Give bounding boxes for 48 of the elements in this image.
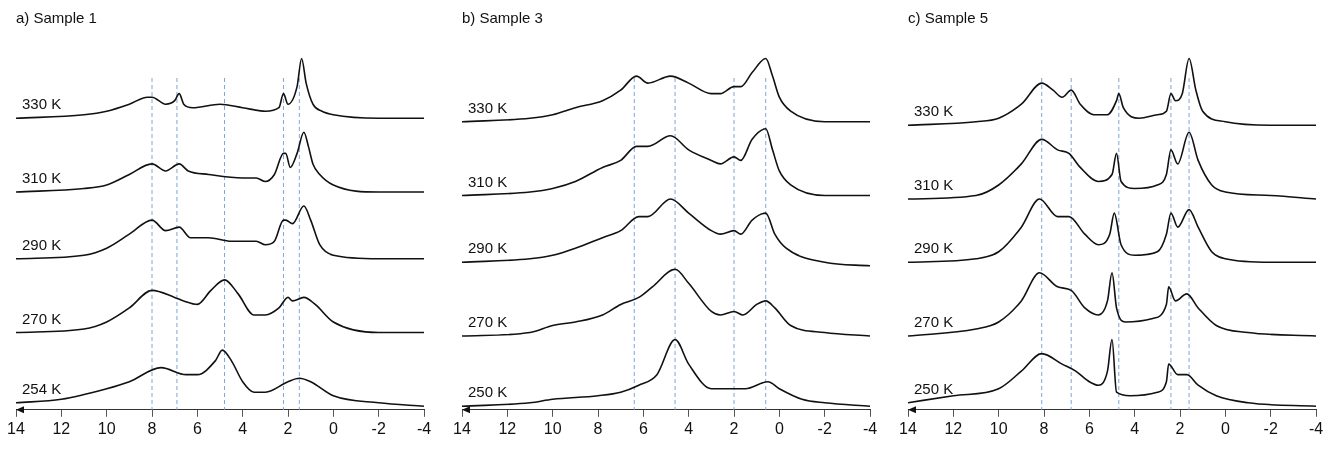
series-label: 254 K — [22, 379, 62, 397]
x-tick-label: -4 — [1308, 419, 1324, 437]
x-tick-label: 0 — [1220, 419, 1230, 437]
series-label: 290 K — [468, 239, 508, 257]
x-tick-label: 6 — [638, 419, 648, 437]
series-label: 330 K — [468, 98, 508, 116]
chart-title: b) Sample 3 — [462, 9, 543, 27]
series-label: 290 K — [22, 235, 62, 253]
x-tick-label: 0 — [774, 419, 784, 437]
series-label: 310 K — [22, 169, 62, 187]
x-tick-label: 14 — [899, 419, 917, 437]
x-tick-label: -4 — [416, 419, 432, 437]
series-label: 290 K — [914, 239, 954, 257]
x-tick-label: 8 — [593, 419, 603, 437]
series-label: 310 K — [468, 172, 508, 190]
x-tick-label: 10 — [989, 419, 1008, 437]
x-tick-label: 14 — [7, 419, 25, 437]
x-tick-label: 8 — [1039, 419, 1049, 437]
chart-title: a) Sample 1 — [16, 9, 97, 27]
x-tick-label: -2 — [817, 419, 832, 437]
x-tick-label: 2 — [729, 419, 739, 437]
series-label: 270 K — [468, 313, 508, 331]
series-label: 270 K — [914, 313, 954, 331]
x-tick-label: 12 — [944, 419, 963, 437]
x-tick-label: 6 — [192, 419, 202, 437]
x-tick-label: -2 — [371, 419, 386, 437]
x-tick-label: 2 — [283, 419, 293, 437]
x-tick-label: 8 — [147, 419, 157, 437]
x-tick-label: 4 — [684, 419, 694, 437]
chart-title: c) Sample 5 — [908, 9, 989, 27]
x-tick-label: 10 — [97, 419, 116, 437]
series-label: 330 K — [914, 102, 954, 120]
x-tick-label: 12 — [52, 419, 71, 437]
series-label: 250 K — [468, 383, 508, 401]
x-tick-label: 10 — [543, 419, 562, 437]
x-tick-label: 2 — [1175, 419, 1185, 437]
x-tick-label: 4 — [238, 419, 248, 437]
series-label: 330 K — [22, 95, 62, 113]
series-label: 310 K — [914, 176, 954, 194]
x-tick-label: 12 — [498, 419, 517, 437]
series-label: 270 K — [22, 309, 62, 327]
x-tick-label: -4 — [862, 419, 878, 437]
x-tick-label: 14 — [453, 419, 471, 437]
x-tick-label: 6 — [1084, 419, 1094, 437]
x-tick-label: 0 — [328, 419, 338, 437]
x-tick-label: -2 — [1263, 419, 1278, 437]
series-label: 250 K — [914, 379, 954, 397]
x-tick-label: 4 — [1130, 419, 1140, 437]
